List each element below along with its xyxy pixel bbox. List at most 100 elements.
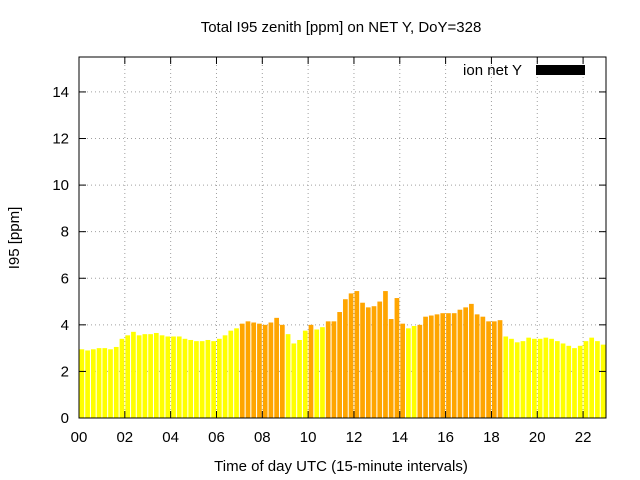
bar xyxy=(239,323,245,418)
x-tick-label: 10 xyxy=(300,429,317,446)
bar xyxy=(285,334,291,418)
bar xyxy=(325,321,331,418)
bar xyxy=(434,314,440,418)
x-tick-label: 12 xyxy=(346,429,363,446)
bar xyxy=(537,338,543,418)
y-tick-label: 0 xyxy=(61,410,69,427)
bar xyxy=(182,338,188,418)
bar xyxy=(337,312,342,418)
bar xyxy=(348,293,354,418)
bar xyxy=(486,321,491,418)
bar xyxy=(532,338,537,418)
bar xyxy=(343,299,348,418)
bar xyxy=(440,313,446,418)
bar xyxy=(228,330,234,418)
bar xyxy=(125,335,131,418)
bar xyxy=(600,344,606,418)
bar xyxy=(503,336,509,418)
y-tick-label: 12 xyxy=(52,131,69,148)
grid xyxy=(79,57,606,418)
y-tick-label: 6 xyxy=(61,270,69,287)
bar xyxy=(136,335,142,418)
bar xyxy=(171,336,176,418)
bar xyxy=(222,335,228,418)
bar xyxy=(589,337,595,418)
x-axis-label: Time of day UTC (15-minute intervals) xyxy=(214,458,468,475)
bar xyxy=(199,341,205,418)
bar xyxy=(520,341,526,418)
bar xyxy=(377,301,383,418)
bar xyxy=(577,345,583,418)
bar xyxy=(491,321,497,418)
bar xyxy=(102,348,108,418)
x-tick-label: 16 xyxy=(437,429,454,446)
x-tick-label: 20 xyxy=(529,429,546,446)
bar xyxy=(302,330,308,418)
bar xyxy=(320,327,325,418)
bar xyxy=(388,319,394,418)
bar xyxy=(457,309,463,418)
bar xyxy=(308,324,314,418)
x-tick-label: 22 xyxy=(575,429,592,446)
bar xyxy=(216,338,222,418)
bar xyxy=(251,322,257,418)
bar xyxy=(153,332,159,418)
bar xyxy=(245,321,251,418)
bar xyxy=(280,324,285,418)
bar xyxy=(417,324,423,418)
bar xyxy=(291,343,297,418)
bar xyxy=(446,313,451,418)
bar xyxy=(205,339,211,418)
bar xyxy=(566,345,572,418)
bar xyxy=(463,307,469,418)
bar xyxy=(119,338,125,418)
chart-title: Total I95 zenith [ppm] on NET Y, DoY=328 xyxy=(201,19,482,36)
bar xyxy=(572,348,577,418)
bar xyxy=(262,324,268,418)
bar xyxy=(595,341,600,418)
y-axis-label: I95 [ppm] xyxy=(6,207,23,270)
legend: ion net Y xyxy=(463,62,585,79)
bar xyxy=(411,326,417,418)
bar xyxy=(497,320,503,418)
bar xyxy=(257,323,262,418)
x-tick-label: 18 xyxy=(483,429,500,446)
bar xyxy=(108,349,113,418)
bar xyxy=(176,336,182,418)
y-tick-label: 2 xyxy=(61,363,69,380)
bar xyxy=(113,346,119,418)
bar xyxy=(406,328,411,418)
bar xyxy=(423,316,428,418)
plot-frame xyxy=(78,56,607,419)
x-tick-label: 14 xyxy=(391,429,408,446)
bar xyxy=(165,336,171,418)
bar xyxy=(554,341,560,418)
y-tick-label: 4 xyxy=(61,317,69,334)
bar xyxy=(268,322,274,418)
bar xyxy=(543,337,549,418)
x-tick-label: 04 xyxy=(162,429,179,446)
bar xyxy=(331,321,337,418)
bar xyxy=(188,339,194,418)
bar xyxy=(234,328,239,418)
bar xyxy=(509,338,514,418)
bar xyxy=(583,341,589,418)
x-tick-label: 00 xyxy=(71,429,88,446)
bar xyxy=(451,313,457,418)
y-tick-label: 8 xyxy=(61,224,69,241)
bar xyxy=(314,329,320,418)
bar xyxy=(90,349,96,418)
bar xyxy=(360,302,365,418)
bar xyxy=(194,341,199,418)
bar xyxy=(526,337,532,418)
bar xyxy=(211,341,216,418)
legend-swatch xyxy=(536,65,585,75)
bar xyxy=(142,334,148,418)
bar xyxy=(159,335,165,418)
bar xyxy=(394,298,400,418)
bar xyxy=(549,338,554,418)
bar xyxy=(85,350,90,418)
x-tick-label: 06 xyxy=(208,429,225,446)
